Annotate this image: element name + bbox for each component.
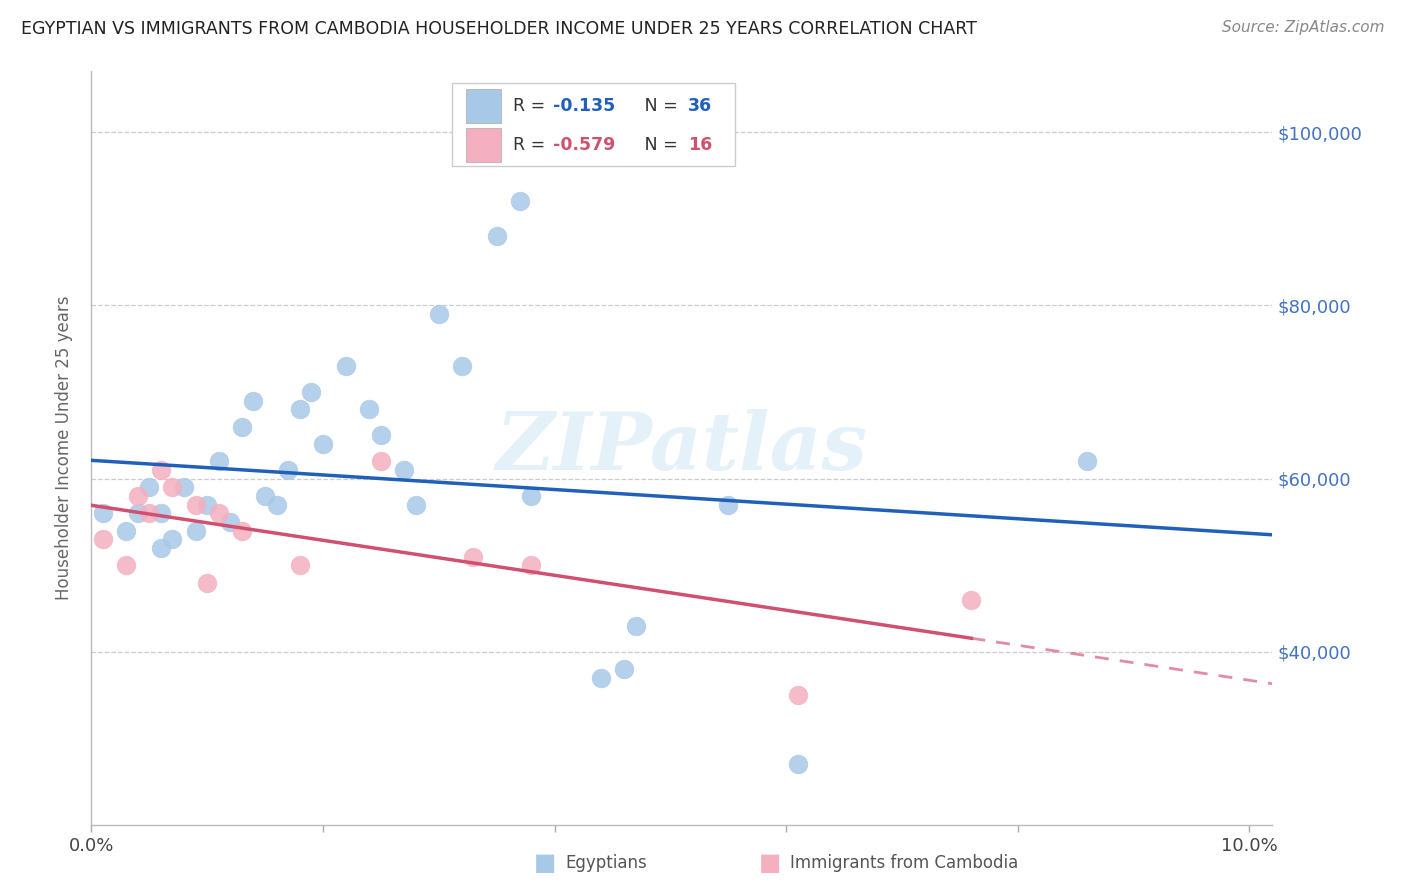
- Point: [463, 549, 485, 564]
- Text: R =: R =: [513, 97, 551, 115]
- Point: [960, 592, 983, 607]
- Point: [370, 428, 392, 442]
- Point: [288, 402, 311, 417]
- Point: [427, 307, 450, 321]
- Point: [173, 480, 195, 494]
- Point: [451, 359, 474, 373]
- Point: [392, 463, 415, 477]
- Text: Source: ZipAtlas.com: Source: ZipAtlas.com: [1222, 20, 1385, 35]
- Text: 36: 36: [688, 97, 711, 115]
- Text: N =: N =: [627, 97, 683, 115]
- Point: [1076, 454, 1098, 468]
- Point: [219, 515, 242, 529]
- Text: ■: ■: [534, 851, 557, 874]
- Point: [231, 419, 253, 434]
- Point: [195, 498, 218, 512]
- Point: [195, 575, 218, 590]
- Point: [485, 229, 508, 244]
- Point: [624, 619, 647, 633]
- Point: [115, 558, 138, 573]
- Point: [520, 558, 543, 573]
- Point: [405, 498, 427, 512]
- Point: [242, 393, 264, 408]
- Point: [127, 506, 149, 520]
- Point: [184, 498, 207, 512]
- Point: [717, 498, 740, 512]
- Text: N =: N =: [627, 136, 683, 153]
- Point: [589, 671, 612, 685]
- Point: [520, 489, 543, 503]
- Point: [184, 524, 207, 538]
- Text: -0.579: -0.579: [553, 136, 616, 153]
- Point: [786, 757, 808, 772]
- Text: -0.135: -0.135: [553, 97, 616, 115]
- Text: 16: 16: [688, 136, 711, 153]
- Point: [266, 498, 288, 512]
- Text: Immigrants from Cambodia: Immigrants from Cambodia: [790, 854, 1018, 871]
- Text: ZIPatlas: ZIPatlas: [496, 409, 868, 487]
- Point: [115, 524, 138, 538]
- Point: [254, 489, 277, 503]
- Text: ■: ■: [759, 851, 782, 874]
- Text: EGYPTIAN VS IMMIGRANTS FROM CAMBODIA HOUSEHOLDER INCOME UNDER 25 YEARS CORRELATI: EGYPTIAN VS IMMIGRANTS FROM CAMBODIA HOU…: [21, 20, 977, 37]
- Point: [208, 506, 231, 520]
- Point: [208, 454, 231, 468]
- Point: [509, 194, 531, 209]
- Point: [149, 463, 172, 477]
- Point: [149, 506, 172, 520]
- Point: [91, 532, 114, 546]
- Point: [277, 463, 299, 477]
- Point: [162, 480, 184, 494]
- Point: [231, 524, 253, 538]
- Point: [613, 662, 636, 676]
- Point: [370, 454, 392, 468]
- Point: [786, 688, 808, 702]
- Point: [138, 480, 160, 494]
- Point: [91, 506, 114, 520]
- Point: [335, 359, 357, 373]
- Point: [127, 489, 149, 503]
- Point: [162, 532, 184, 546]
- Text: R =: R =: [513, 136, 551, 153]
- Point: [288, 558, 311, 573]
- Point: [138, 506, 160, 520]
- FancyBboxPatch shape: [451, 83, 735, 166]
- Y-axis label: Householder Income Under 25 years: Householder Income Under 25 years: [55, 296, 73, 600]
- Point: [312, 437, 335, 451]
- Point: [149, 541, 172, 555]
- FancyBboxPatch shape: [465, 89, 501, 123]
- Text: Egyptians: Egyptians: [565, 854, 647, 871]
- Point: [359, 402, 381, 417]
- Point: [299, 384, 322, 399]
- FancyBboxPatch shape: [465, 128, 501, 161]
